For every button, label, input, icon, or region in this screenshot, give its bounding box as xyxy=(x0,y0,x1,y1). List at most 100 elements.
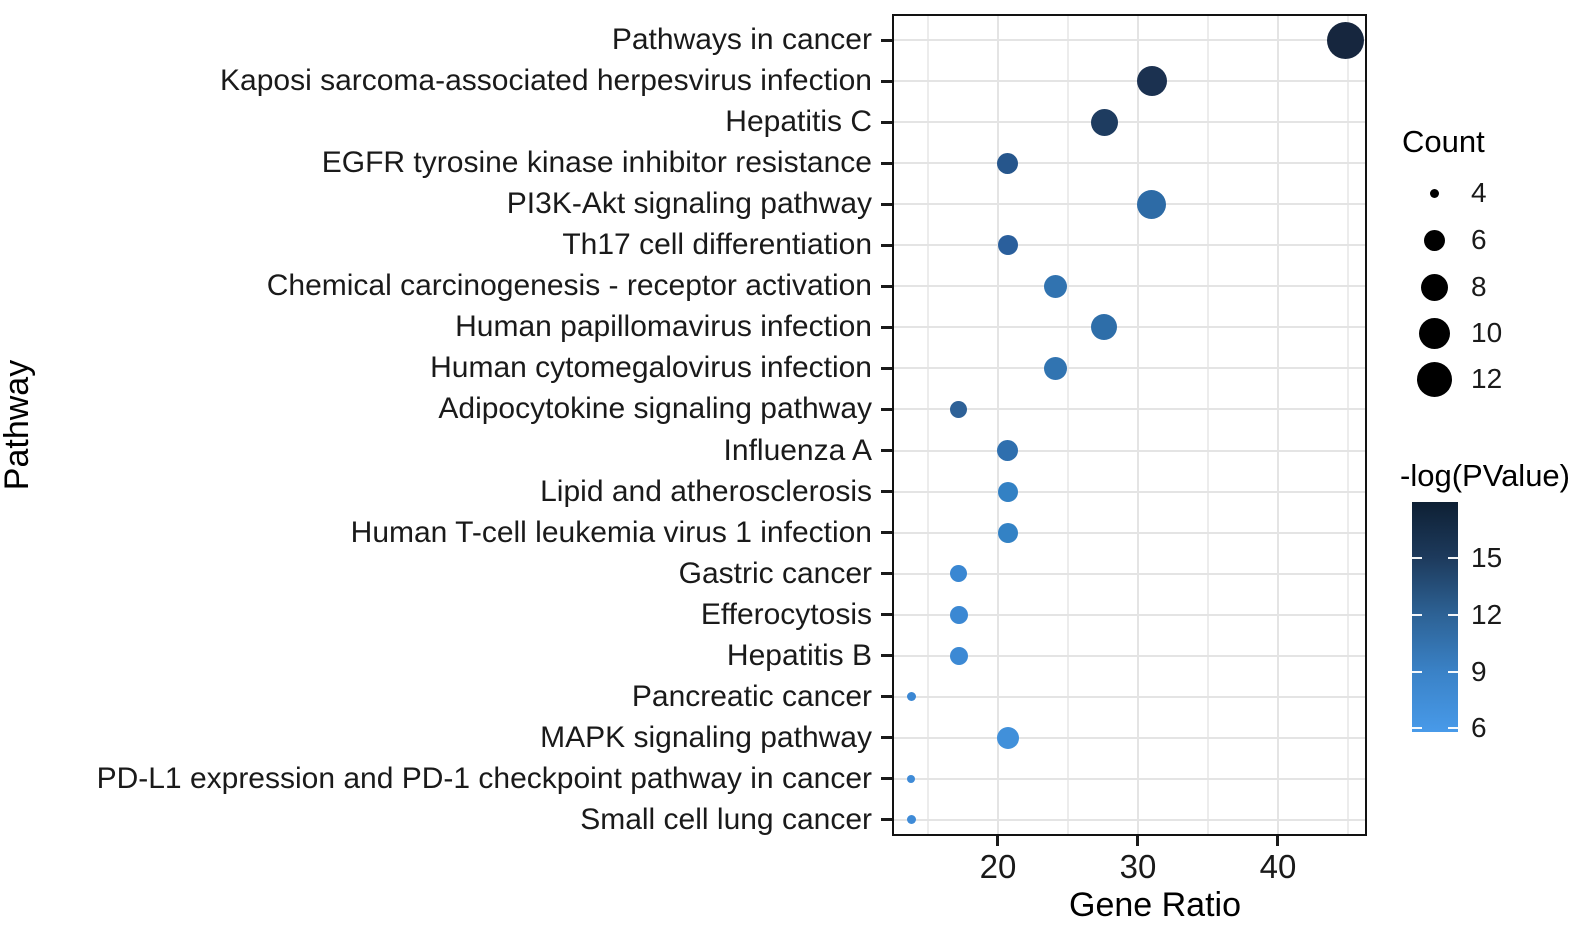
gridline-horizontal xyxy=(892,162,1367,165)
data-point xyxy=(1043,274,1067,298)
data-point xyxy=(997,481,1018,502)
colorbar-tick-right xyxy=(1448,614,1458,616)
colorbar-tick-left xyxy=(1412,727,1422,729)
x-axis-tick-label: 40 xyxy=(1259,848,1297,885)
data-point xyxy=(996,726,1019,749)
y-axis-label: Hepatitis B xyxy=(726,638,872,672)
data-point xyxy=(997,235,1018,256)
y-axis-tick xyxy=(881,325,892,329)
x-axis-title: Gene Ratio xyxy=(1069,886,1241,924)
data-point xyxy=(1326,21,1364,59)
count-legend-dot xyxy=(1429,188,1439,198)
x-axis-tick xyxy=(1276,836,1280,846)
y-axis-label: Small cell lung cancer xyxy=(580,802,872,836)
gridline-horizontal xyxy=(892,121,1367,124)
gridline-horizontal xyxy=(892,695,1367,698)
data-point xyxy=(1043,356,1067,380)
count-legend-label: 10 xyxy=(1471,317,1503,348)
y-axis-tick xyxy=(881,695,892,699)
gridline-horizontal xyxy=(892,572,1367,575)
gridline-vertical-minor xyxy=(1347,14,1349,836)
count-legend-dot xyxy=(1416,361,1452,397)
y-axis-tick xyxy=(881,38,892,42)
pvalue-colorbar xyxy=(1412,502,1458,732)
y-axis-tick xyxy=(881,366,892,370)
data-point xyxy=(949,605,968,624)
data-point xyxy=(1091,314,1118,341)
data-point xyxy=(997,522,1018,543)
y-axis-label: Influenza A xyxy=(723,433,872,467)
y-axis-tick xyxy=(881,490,892,494)
count-legend-dot xyxy=(1418,317,1450,349)
y-axis-label: Chemical carcinogenesis - receptor activ… xyxy=(266,269,872,303)
colorbar-tick-right xyxy=(1448,671,1458,673)
gridline-vertical-minor xyxy=(1067,14,1069,836)
y-axis-label: Gastric cancer xyxy=(678,556,872,590)
gridline-horizontal xyxy=(892,367,1367,370)
gridline-horizontal xyxy=(892,80,1367,83)
gridline-horizontal xyxy=(892,203,1367,206)
colorbar-tick-left xyxy=(1412,671,1422,673)
y-axis-tick xyxy=(881,202,892,206)
y-axis-tick xyxy=(881,79,892,83)
colorbar-tick-label: 12 xyxy=(1471,599,1503,630)
y-axis-tick xyxy=(881,736,892,740)
gridline-horizontal xyxy=(892,531,1367,534)
y-axis-label: Lipid and atherosclerosis xyxy=(540,474,872,508)
count-legend-label: 12 xyxy=(1471,363,1503,394)
y-axis-label: Pathways in cancer xyxy=(611,23,872,56)
colorbar-tick-right xyxy=(1448,557,1458,559)
data-point xyxy=(906,815,916,825)
count-legend-dot xyxy=(1423,229,1445,251)
colorbar-tick-left xyxy=(1412,614,1422,616)
count-legend-label: 4 xyxy=(1471,177,1487,208)
count-legend-title: Count xyxy=(1402,124,1485,159)
y-axis-tick xyxy=(881,818,892,822)
y-axis-label: Human cytomegalovirus infection xyxy=(430,351,872,385)
y-axis-label: Hepatitis C xyxy=(725,105,872,139)
x-axis-tick xyxy=(1136,836,1140,846)
gridline-horizontal xyxy=(892,613,1367,616)
y-axis-label: PI3K-Akt signaling pathway xyxy=(506,187,872,221)
y-axis-tick xyxy=(881,407,892,411)
data-point xyxy=(1136,66,1167,97)
y-axis-label: Adipocytokine signaling pathway xyxy=(438,392,872,426)
data-point xyxy=(950,400,968,418)
colorbar-tick-label: 9 xyxy=(1471,656,1487,687)
y-axis-tick xyxy=(881,243,892,247)
count-legend-dot xyxy=(1420,273,1448,301)
gridline-vertical-major xyxy=(1276,14,1279,836)
x-axis-tick xyxy=(996,836,1000,846)
colorbar-tick-right xyxy=(1448,727,1458,729)
y-axis-tick xyxy=(881,531,892,535)
data-point xyxy=(1090,108,1118,136)
data-point xyxy=(997,440,1019,461)
y-axis-tick xyxy=(881,777,892,781)
y-axis-tick xyxy=(881,449,892,452)
gridline-vertical-minor xyxy=(927,14,929,836)
data-point xyxy=(997,152,1019,174)
y-axis-tick xyxy=(881,613,892,617)
x-axis-tick-label: 30 xyxy=(1119,848,1157,885)
gridline-horizontal xyxy=(892,818,1367,821)
colorbar-tick-left xyxy=(1412,557,1422,559)
gridline-vertical-major xyxy=(996,14,999,836)
y-axis-tick xyxy=(881,572,892,576)
y-axis-label: Human papillomavirus infection xyxy=(455,310,872,344)
gridline-horizontal xyxy=(892,408,1367,411)
y-axis-tick xyxy=(881,284,892,288)
y-axis-label: Th17 cell differentiation xyxy=(562,228,872,262)
y-axis-label: Efferocytosis xyxy=(700,597,872,631)
gridline-horizontal xyxy=(892,654,1367,657)
y-axis-label: Kaposi sarcoma-associated herpesvirus in… xyxy=(220,64,872,98)
y-axis-tick xyxy=(881,120,892,124)
gridline-horizontal xyxy=(892,449,1367,452)
pvalue-legend-title: -log(PValue) xyxy=(1400,458,1571,493)
y-axis-label: MAPK signaling pathway xyxy=(540,720,872,754)
y-axis-label: Human T-cell leukemia virus 1 infection xyxy=(350,515,872,549)
data-point xyxy=(907,774,916,783)
count-legend-label: 6 xyxy=(1471,224,1487,255)
y-axis-tick xyxy=(881,161,892,165)
data-point xyxy=(950,565,968,583)
